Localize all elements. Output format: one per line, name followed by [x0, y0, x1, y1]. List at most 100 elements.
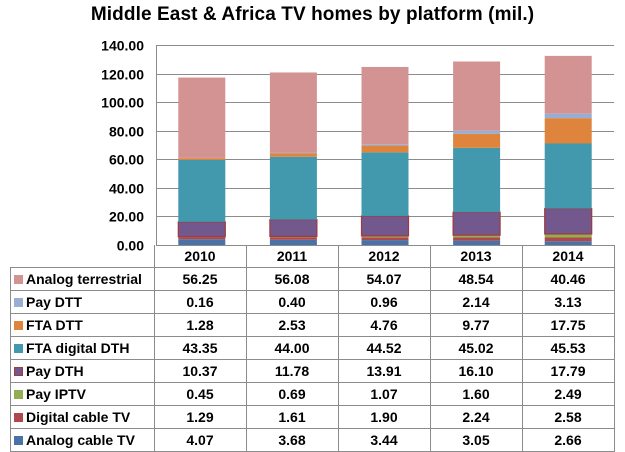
table-cell-value: 4.07 [154, 429, 246, 452]
table-cell-value: 2.24 [430, 406, 522, 429]
bar-stack-2012 [362, 67, 409, 245]
table-cell-value: 2.66 [522, 429, 614, 452]
bar-segment-fta-dtt [270, 153, 317, 157]
table-cell-value: 48.54 [430, 268, 522, 291]
legend-label: Analog cable TV [11, 429, 155, 452]
table-cell-value: 2.58 [522, 406, 614, 429]
legend-label: Pay DTH [11, 360, 155, 383]
legend-label: Digital cable TV [11, 406, 155, 429]
table-cell-value: 0.40 [246, 291, 338, 314]
table-cell-value: 2.53 [246, 314, 338, 337]
legend-label: FTA DTT [11, 314, 155, 337]
bar-segment-fta-dtt [545, 118, 592, 143]
bar-segment-fta-digital-dth [362, 152, 409, 216]
bar-segment-digital-cable-tv [270, 237, 317, 239]
table-cell-value: 4.76 [338, 314, 430, 337]
table-cell-value: 0.16 [154, 291, 246, 314]
table-header-year: 2011 [246, 245, 338, 268]
series-name: Analog cable TV [26, 432, 135, 448]
y-tick-label: 60.00 [109, 152, 144, 168]
series-name: Pay DTH [26, 363, 84, 379]
table-cell-value: 2.14 [430, 291, 522, 314]
table-cell-value: 1.29 [154, 406, 246, 429]
table-header-year: 2014 [522, 245, 614, 268]
series-name: FTA digital DTH [26, 340, 129, 356]
table-cell-value: 9.77 [430, 314, 522, 337]
y-tick-label: 80.00 [109, 124, 144, 140]
table-cell-value: 43.35 [154, 337, 246, 360]
series-name: Pay DTT [26, 294, 82, 310]
bar-segment-analog-terrestrial [178, 78, 225, 158]
table-cell-value: 1.90 [338, 406, 430, 429]
bar-stack-2013 [453, 61, 500, 245]
table-cell-value: 1.28 [154, 314, 246, 337]
y-tick-label: 20.00 [109, 209, 144, 225]
table-cell-value: 44.52 [338, 337, 430, 360]
legend-swatch [14, 321, 23, 330]
bar-segment-fta-dtt [178, 158, 225, 160]
bar-segment-pay-dth [545, 209, 592, 234]
legend-label: Analog terrestrial [11, 268, 155, 291]
series-name: Digital cable TV [26, 409, 130, 425]
bar-stack-2011 [270, 72, 317, 245]
bar-segment-analog-terrestrial [362, 67, 409, 144]
table-cell-value: 3.05 [430, 429, 522, 452]
y-axis-ticks: 0.0020.0040.0060.0080.00100.00120.00140.… [101, 38, 144, 254]
table-corner [11, 245, 155, 268]
table-cell-value: 16.10 [430, 360, 522, 383]
table-cell-value: 3.68 [246, 429, 338, 452]
legend-swatch [14, 367, 23, 376]
bar-segment-pay-dtt [453, 131, 500, 134]
bar-segment-fta-digital-dth [453, 148, 500, 212]
table-cell-value: 17.75 [522, 314, 614, 337]
table-cell-value: 45.53 [522, 337, 614, 360]
table-cell-value: 0.69 [246, 383, 338, 406]
table-cell-value: 1.61 [246, 406, 338, 429]
series-name: Pay IPTV [26, 386, 86, 402]
bar-segment-digital-cable-tv [178, 237, 225, 239]
legend-swatch [14, 413, 23, 422]
table-cell-value: 0.45 [154, 383, 246, 406]
bar-segment-fta-dtt [362, 146, 409, 153]
bar-segment-pay-dtt [545, 114, 592, 118]
y-tick-label: 140.00 [101, 38, 144, 54]
bar-segment-fta-digital-dth [545, 144, 592, 209]
table-cell-value: 44.00 [246, 337, 338, 360]
bar-segment-fta-dtt [453, 134, 500, 148]
table-cell-value: 3.13 [522, 291, 614, 314]
series-name: FTA DTT [26, 317, 83, 333]
bar-segment-pay-dth [178, 222, 225, 237]
legend-label: Pay IPTV [11, 383, 155, 406]
bar-segment-pay-dth [270, 220, 317, 237]
table-cell-value: 0.96 [338, 291, 430, 314]
bar-segment-pay-dtt [362, 144, 409, 145]
table-cell-value: 1.07 [338, 383, 430, 406]
legend-swatch [14, 298, 23, 307]
table-cell-value: 56.25 [154, 268, 246, 291]
table-cell-value: 56.08 [246, 268, 338, 291]
table-cell-value: 1.60 [430, 383, 522, 406]
legend-swatch [14, 436, 23, 445]
table-cell-value: 13.91 [338, 360, 430, 383]
table-cell-value: 11.78 [246, 360, 338, 383]
bar-segment-digital-cable-tv [453, 237, 500, 240]
table-cell-value: 54.07 [338, 268, 430, 291]
table-cell-value: 40.46 [522, 268, 614, 291]
legend-swatch [14, 344, 23, 353]
bar-segment-pay-dth [453, 212, 500, 235]
legend-label: FTA digital DTH [11, 337, 155, 360]
table-header-year: 2012 [338, 245, 430, 268]
table-cell-value: 45.02 [430, 337, 522, 360]
table-header-year: 2013 [430, 245, 522, 268]
bar-stack-2010 [178, 78, 225, 245]
y-tick-label: 100.00 [101, 95, 144, 111]
